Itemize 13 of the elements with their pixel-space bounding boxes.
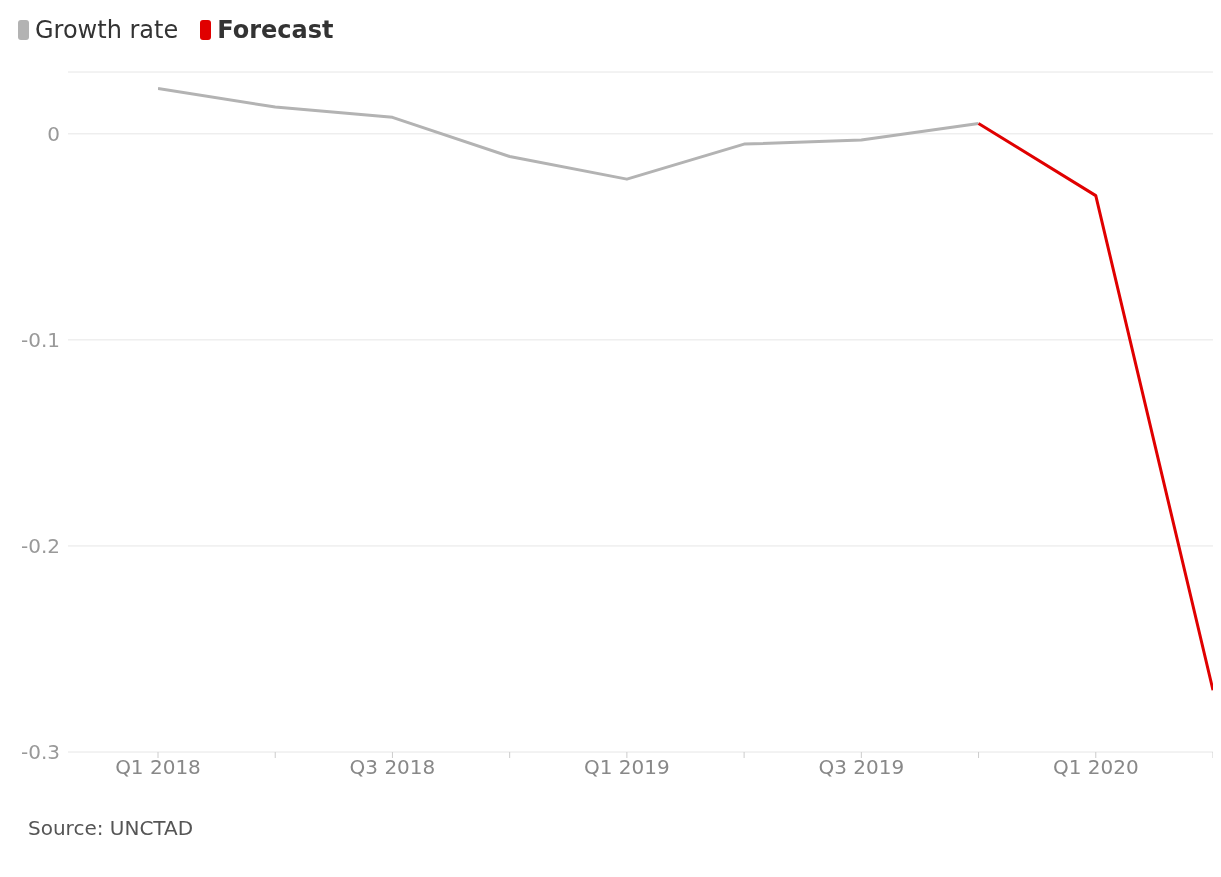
line-series [158,86,981,181]
y-tick-label: 0 [47,121,60,146]
y-tick-label: -0.2 [20,534,60,559]
x-tick-label: Q1 2020 [1052,755,1139,780]
x-tick-label: Q1 2019 [584,755,670,780]
y-tick-label: -0.3 [20,740,60,765]
source-note: Source: UNCTAD [27,815,195,842]
legend-label: Forecast [216,16,334,44]
y-tick-label: -0.1 [20,327,60,352]
x-tick-label: Q1 2018 [115,755,201,780]
x-tick-label: Q3 2019 [818,755,905,780]
legend-label: Growth rate [34,16,179,44]
x-tick-label: Q3 2018 [349,755,436,780]
